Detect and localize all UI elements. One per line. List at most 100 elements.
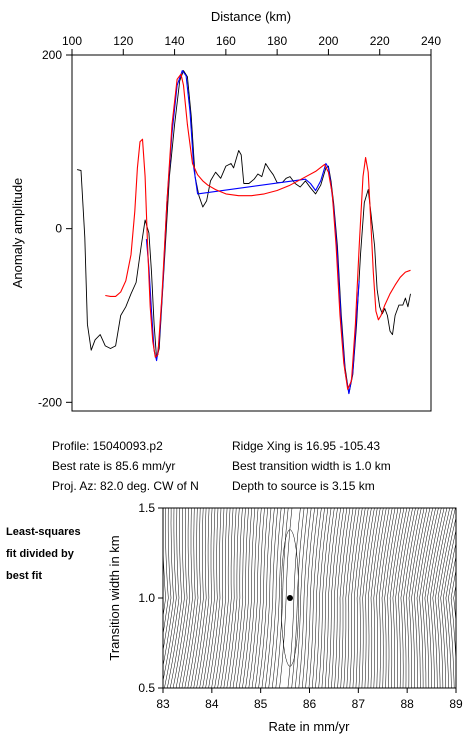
anomaly-profile-chart: Distance (km) Anomaly amplitude 100 120 14… [10,9,441,412]
contour-line [361,508,375,688]
contour-line [346,508,360,688]
contour-line [352,508,366,688]
contour-line [411,508,428,688]
contour-line [163,508,169,636]
bottom-y-tick-label: 1.5 [138,501,155,515]
contour-line [389,508,405,688]
contour-line [169,508,185,688]
synthetic-anomaly-line [105,73,411,390]
contour-line [400,508,416,688]
contour-line [367,508,381,688]
contour-line [355,508,369,688]
contour-line [437,508,456,688]
contour-line [261,508,275,688]
contour-line [387,508,402,688]
contour-line [258,508,272,688]
contour-line [397,508,413,688]
contour-line [462,508,467,688]
contour-line [181,508,196,688]
bottom-x-tick-label: 85 [254,697,268,711]
contour-line [429,508,448,688]
contour-line [232,508,246,688]
contour-line [373,508,387,688]
contour-line [163,508,177,683]
bottom-x-tick-label: 88 [400,697,414,711]
contour-line [324,508,338,688]
caption-line-3: best fit [6,570,43,582]
top-x-tick-label: 200 [318,34,338,48]
contour-line [255,508,268,688]
bottom-x-ticks: 83 84 85 86 87 88 89 [156,688,463,711]
contour-line [220,508,234,688]
contour-line [163,508,172,652]
contour-lines [163,508,467,688]
bottom-y-tick-label: 1.0 [138,591,155,605]
contour-line [340,508,354,688]
contour-line [205,508,219,688]
contour-line [163,536,166,619]
top-y-tick-label: 200 [42,48,62,62]
top-x-tick-label: 160 [216,34,236,48]
info-profile: Profile: 15040093.p2 [52,439,163,453]
contour-line [196,508,210,688]
contour-line [315,508,329,688]
contour-line [370,508,384,688]
contour-line [408,508,425,688]
contour-line [318,508,332,688]
contour-line [235,508,249,688]
contour-line [190,508,204,688]
contour-line [242,508,256,688]
info-proj-az: Proj. Az: 82.0 deg. CW of N [52,479,199,493]
contour-line [427,508,445,688]
model-fit-line [145,70,360,395]
bottom-y-tick-label: 0.5 [138,681,155,695]
contour-line [223,508,237,688]
contour-line [175,508,191,688]
contour-line [178,508,193,688]
top-series-group [76,70,411,395]
contour-line [229,508,243,688]
info-best-rate: Best rate is 85.6 mm/yr [52,459,176,473]
contour-line [364,508,378,688]
contour-line [378,508,393,688]
contour-line [217,508,231,688]
bottom-y-ticks: 0.5 1.0 1.5 [138,501,163,695]
contour-line [308,508,322,688]
bottom-x-axis-title: Rate in mm/yr [269,719,351,734]
contour-line [271,508,285,688]
top-x-axis-title: Distance (km) [211,9,291,24]
contour-line [199,508,213,688]
contour-line-set [163,508,467,688]
contour-caption: Least-squares fit divided by best fit [6,521,126,587]
contour-line [287,508,301,688]
contour-line [327,508,341,688]
contour-line [268,508,282,688]
top-x-tick-label: 220 [370,34,390,48]
contour-line [334,508,348,688]
contour-line [337,508,351,688]
misfit-contour-chart: Rate in mm/yr Transition width in km 83 8… [107,501,467,734]
contour-line [245,508,259,688]
info-ridge-xing: Ridge Xing is 16.95 -105.43 [232,439,381,453]
contour-line [265,508,278,688]
contour-line [435,508,453,688]
top-y-ticks: -200 0 200 [38,48,72,409]
bottom-x-tick-label: 87 [352,697,366,711]
contour-line [419,508,436,688]
contour-line [456,508,467,688]
contour-line [422,508,439,688]
contour-line [295,508,308,688]
contour-line [305,508,319,688]
contour-line [349,508,363,688]
contour-line [275,508,289,688]
contour-line [298,508,312,688]
top-x-tick-label: 100 [62,34,82,48]
contour-line [311,508,325,688]
top-y-tick-label: 0 [55,222,62,236]
contour-line [301,508,315,688]
contour-line [239,508,252,688]
info-best-width: Best transition width is 1.0 km [232,459,391,473]
contour-line [392,508,408,688]
contour-line [406,508,422,688]
